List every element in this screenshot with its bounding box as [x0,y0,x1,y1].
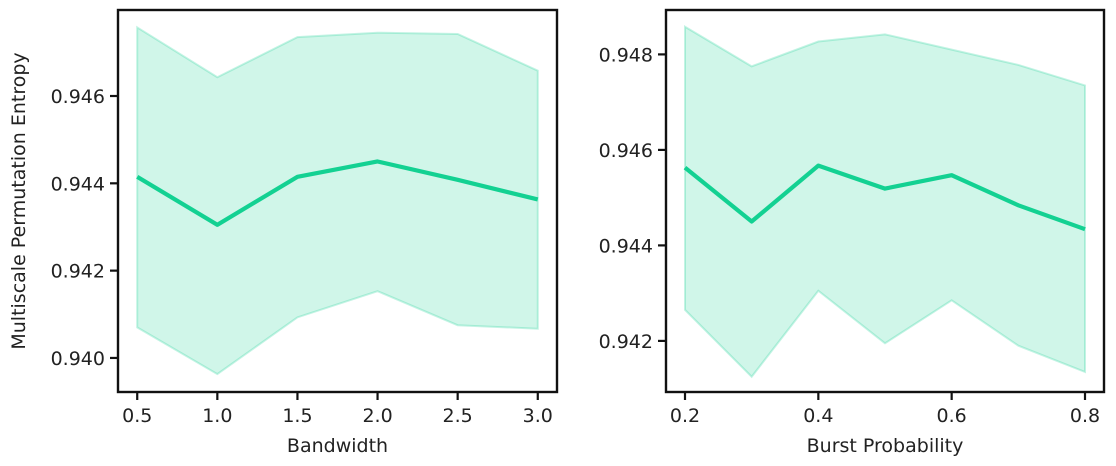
y-tick-label: 0.946 [599,140,653,162]
y-tick-label: 0.946 [51,86,105,108]
y-axis-title: Multiscale Permutation Entropy [8,52,30,349]
x-axis-title: Burst Probability [807,435,964,457]
x-tick-label: 2.5 [443,405,473,427]
x-tick-label: 1.0 [202,405,232,427]
x-tick-label: 0.2 [670,405,700,427]
y-tick-label: 0.942 [51,261,105,283]
x-tick-label: 0.4 [803,405,833,427]
y-tick-label: 0.940 [51,348,105,370]
confidence-band [684,24,1086,379]
x-tick-label: 3.0 [523,405,553,427]
axes-frame [664,8,1106,394]
x-tick-label: 0.8 [1070,405,1100,427]
y-tick-label: 0.942 [599,331,653,353]
x-tick-label: 2.0 [362,405,392,427]
x-tick-label: 0.5 [122,405,152,427]
mean-line [683,163,1086,232]
x-axis-title: Bandwidth [287,435,388,457]
y-tick-label: 0.948 [599,44,653,66]
mean-line [136,159,539,227]
bandwidth-panel: 0.5 1.0 1.5 2.0 2.5 3.0 0.940 0.942 0.944 0.946 Ba… [8,8,559,457]
y-tick-label: 0.944 [51,173,105,195]
confidence-band [136,25,539,376]
x-tick-label: 0.6 [937,405,967,427]
y-tick-label: 0.944 [599,235,653,257]
x-tick-label: 1.5 [282,405,312,427]
burst-probability-panel: 0.2 0.4 0.6 0.8 0.942 0.944 0.946 0.948 Burst Pr… [599,8,1106,457]
axes-frame [116,8,559,394]
